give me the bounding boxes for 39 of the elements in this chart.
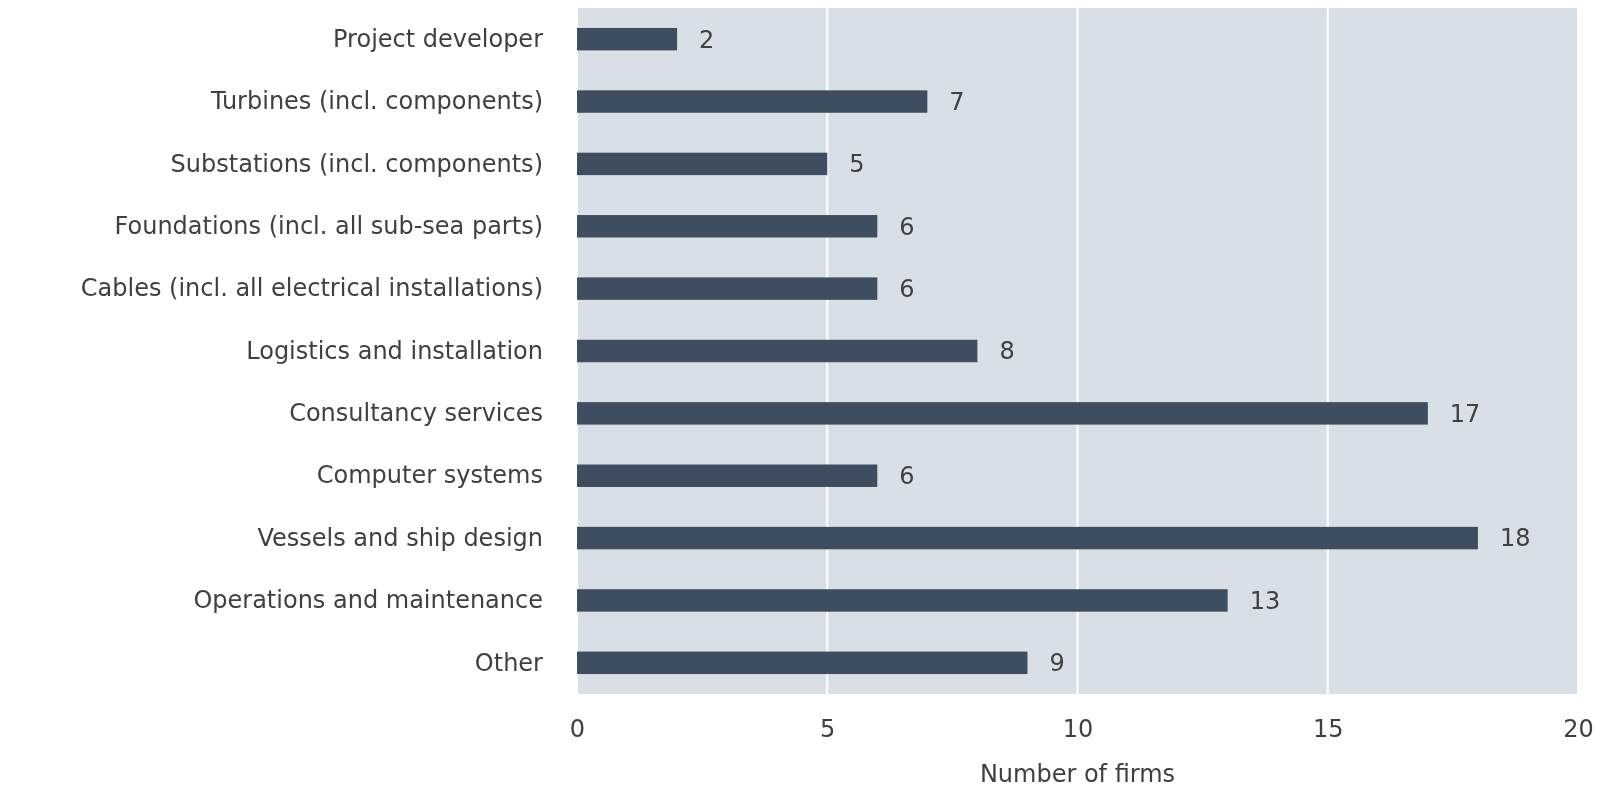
data-label: 17 <box>1449 399 1481 428</box>
data-label: 2 <box>699 25 715 54</box>
data-label: 18 <box>1499 524 1531 553</box>
y-tick-label: Cables (incl. all electrical installations) <box>80 274 543 303</box>
bar <box>577 152 828 176</box>
bar <box>577 402 1428 425</box>
y-tick-label: Other <box>474 648 544 677</box>
y-tick-label: Logistics and installation <box>246 336 543 365</box>
data-label: 7 <box>949 87 965 116</box>
bar <box>577 526 1478 550</box>
x-tick-label: 5 <box>820 715 836 744</box>
x-tick-label: 10 <box>1062 715 1094 744</box>
y-tick-label: Foundations (incl. all sub-sea parts) <box>114 211 543 240</box>
bar <box>577 651 1028 675</box>
bar <box>577 27 678 51</box>
bar <box>577 464 878 487</box>
x-tick-label: 0 <box>569 715 586 744</box>
y-tick-label: Substations (incl. components) <box>170 149 543 178</box>
y-tick-label: Project developer <box>333 24 544 53</box>
y-tick-label: Turbines (incl. components) <box>209 87 543 116</box>
data-label: 5 <box>849 150 865 179</box>
y-tick-label: Consultancy services <box>289 399 543 428</box>
bar <box>577 215 878 238</box>
data-label: 6 <box>899 212 915 241</box>
data-label: 9 <box>1049 649 1065 678</box>
data-label: 8 <box>999 337 1015 366</box>
data-label: 6 <box>899 462 915 491</box>
x-tick-label: 20 <box>1563 715 1594 744</box>
bar <box>577 90 928 113</box>
y-tick-label: Operations and maintenance <box>193 586 543 615</box>
data-label: 13 <box>1249 586 1281 615</box>
bar <box>577 339 978 363</box>
x-tick-label: 15 <box>1312 715 1344 744</box>
x-axis-title: Number of firms <box>979 760 1176 788</box>
y-tick-label: Computer systems <box>316 461 543 490</box>
data-label: 6 <box>899 275 915 304</box>
bar <box>577 589 1228 612</box>
bar <box>577 277 878 300</box>
y-tick-label: Vessels and ship design <box>257 523 543 552</box>
